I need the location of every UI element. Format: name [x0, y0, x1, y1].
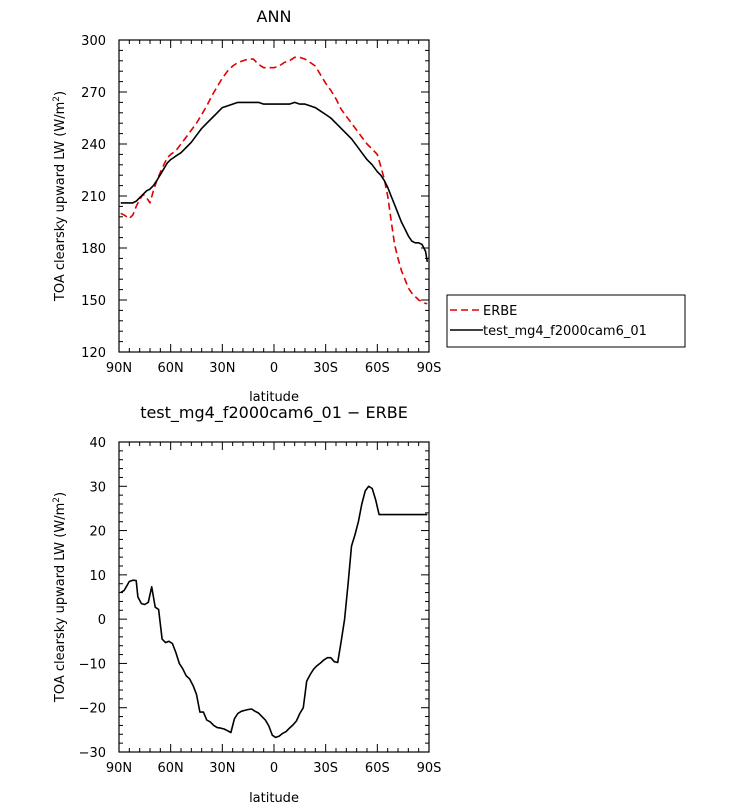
- bottom-y-axis-label: TOA clearsky upward LW (W/m2): [52, 492, 68, 703]
- top-x-tick-label: 30S: [313, 361, 338, 376]
- bottom-y-tick-label: 30: [89, 480, 106, 495]
- top-y-tick-label: 180: [81, 242, 106, 257]
- top-x-tick-label: 60N: [158, 361, 184, 376]
- bottom-x-tick-label: 60N: [158, 761, 184, 776]
- bottom-x-tick-label: 90N: [106, 761, 132, 776]
- legend-box: [446, 294, 686, 348]
- top-ticks: 90N 60N 30N 0 30S 60S 90S 120 150 180 210 240 270 300: [81, 34, 441, 376]
- legend-test-label: test_mg4_f2000cam6_01: [483, 324, 647, 339]
- bottom-x-tick-label: 30S: [313, 761, 338, 776]
- top-y-tick-label: 240: [81, 138, 106, 153]
- top-x-axis-label: latitude: [249, 390, 299, 405]
- bottom-y-label-end: ): [53, 492, 68, 497]
- bottom-x-tick-label: 90S: [417, 761, 442, 776]
- bottom-x-tick-label: 60S: [365, 761, 390, 776]
- top-x-tick-label: 90S: [417, 361, 442, 376]
- top-x-tick-label: 30N: [209, 361, 235, 376]
- legend: ERBE test_mg4_f2000cam6_01: [446, 294, 686, 348]
- top-x-tick-label: 0: [270, 361, 278, 376]
- bottom-y-tick-label: 20: [89, 525, 106, 540]
- bottom-x-tick-label: 30N: [209, 761, 235, 776]
- bottom-y-label-main: TOA clearsky upward LW (W/m: [53, 503, 68, 703]
- legend-erbe-label: ERBE: [483, 304, 517, 319]
- bottom-y-tick-label: 0: [98, 613, 106, 628]
- top-y-tick-label: 120: [81, 346, 106, 361]
- bottom-chart-title: test_mg4_f2000cam6_01 − ERBE: [140, 403, 408, 423]
- top-x-tick-label: 60S: [365, 361, 390, 376]
- top-y-label-end: ): [53, 91, 68, 96]
- bottom-x-tick-label: 0: [270, 761, 278, 776]
- top-series-line-1: [120, 101, 429, 263]
- bottom-panel: test_mg4_f2000cam6_01 − ERBE 90N 60N 30N 0 3…: [52, 403, 441, 806]
- bottom-plot-frame: [118, 441, 430, 753]
- bottom-series-group: [120, 485, 428, 739]
- top-series-line-0: [120, 56, 428, 305]
- top-x-tick-label: 90N: [106, 361, 132, 376]
- bottom-y-tick-label: −20: [79, 702, 106, 717]
- bottom-y-label-sup: 2: [52, 497, 62, 503]
- top-y-tick-label: 150: [81, 294, 106, 309]
- top-y-label-main: TOA clearsky upward LW (W/m: [53, 102, 68, 302]
- top-chart-title: ANN: [257, 7, 292, 26]
- bottom-y-tick-label: −10: [79, 657, 106, 672]
- bottom-y-tick-label: 10: [89, 569, 106, 584]
- bottom-y-tick-label: −30: [79, 746, 106, 761]
- bottom-y-tick-label: 40: [89, 436, 106, 451]
- bottom-series-line-0: [120, 485, 428, 739]
- top-y-axis-label: TOA clearsky upward LW (W/m2): [52, 91, 68, 302]
- bottom-x-axis-label: latitude: [249, 791, 299, 806]
- top-y-tick-label: 300: [81, 34, 106, 49]
- top-plot-frame: [118, 39, 430, 353]
- top-y-tick-label: 210: [81, 190, 106, 205]
- top-y-label-sup: 2: [52, 96, 62, 102]
- bottom-ticks: 90N 60N 30N 0 30S 60S 90S −30 −20 −10 0 10 20 30 40: [79, 436, 442, 776]
- top-series-group: [120, 56, 429, 305]
- top-y-tick-label: 270: [81, 86, 106, 101]
- top-panel: ANN 90N 60N 30N 0 30S 60S 90S 120 150 180 210 240 27…: [52, 7, 686, 405]
